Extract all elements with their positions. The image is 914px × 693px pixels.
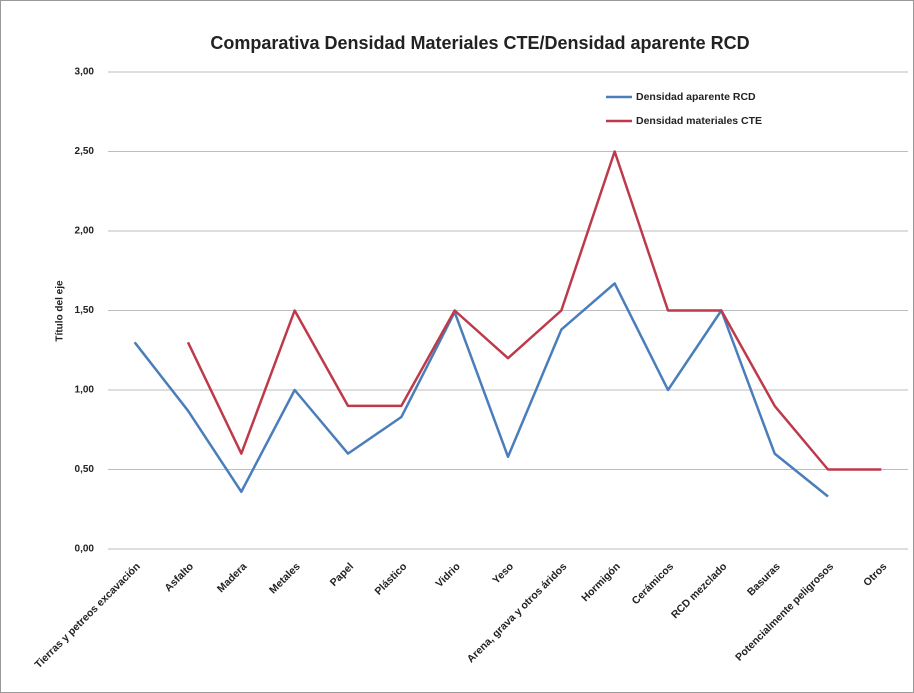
y-tick-label: 0,50 [75,464,95,475]
y-tick-label: 1,50 [75,305,95,316]
y-tick-label: 1,00 [75,385,95,396]
y-tick-label: 2,00 [75,226,95,237]
chart-title: Comparativa Densidad Materiales CTE/Dens… [210,33,749,53]
y-axis-title: Título del eje [55,280,66,342]
legend-label: Densidad materiales CTE [636,115,762,127]
y-tick-label: 2,50 [75,146,95,157]
y-tick-label: 3,00 [75,67,95,78]
y-tick-label: 0,00 [75,544,95,555]
series-line [133,282,829,498]
legend-label: Densidad aparente RCD [636,91,756,103]
series-line [186,150,882,471]
